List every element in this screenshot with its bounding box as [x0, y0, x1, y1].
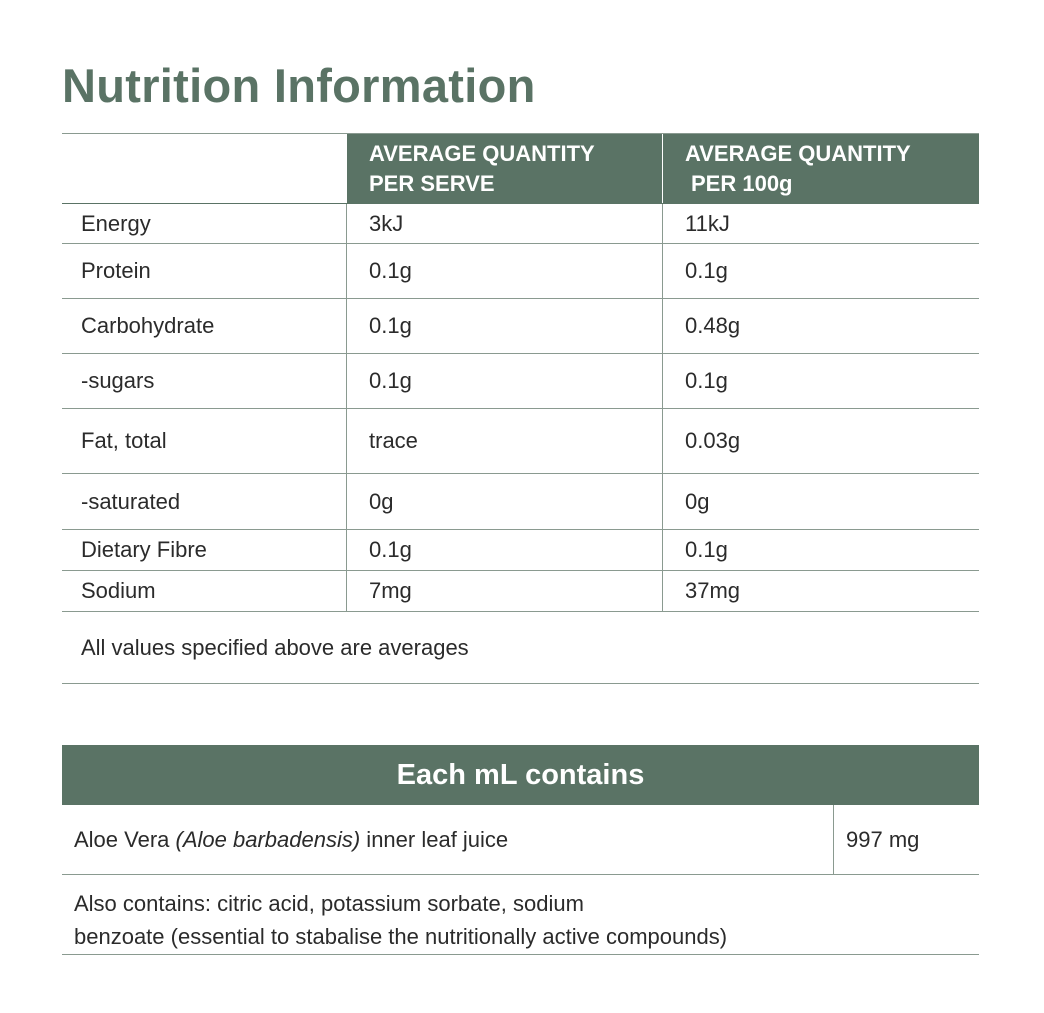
per-100g-value: 0.1g — [662, 244, 979, 298]
per-100g-value: 0.1g — [662, 354, 979, 408]
per-100g-value: 11kJ — [662, 204, 979, 243]
header-per-100g-line1: AVERAGE QUANTITY — [685, 140, 911, 166]
nutrient-label: -sugars — [81, 368, 155, 393]
table-row: Dietary Fibre 0.1g 0.1g — [62, 530, 979, 571]
table-row: Carbohydrate 0.1g 0.48g — [62, 299, 979, 354]
table-row: Fat, total trace 0.03g — [62, 409, 979, 474]
header-per-serve: AVERAGE QUANTITY PER SERVE — [346, 134, 662, 203]
nutrition-table: AVERAGE QUANTITY PER SERVE AVERAGE QUANT… — [62, 133, 979, 684]
table-row: Energy 3kJ 11kJ — [62, 204, 979, 244]
also-contains: Also contains: citric acid, potassium so… — [62, 875, 979, 955]
also-contains-line1: Also contains: citric acid, potassium so… — [74, 891, 584, 916]
per-serve-value: trace — [346, 409, 662, 473]
table-row: Sodium 7mg 37mg — [62, 571, 979, 612]
nutrient-label: Fat, total — [81, 428, 167, 453]
header-per-serve-line1: AVERAGE QUANTITY — [369, 140, 595, 166]
per-serve-value: 7mg — [346, 571, 662, 611]
ingredient-name-suffix: inner leaf juice — [360, 826, 509, 852]
per-serve-value: 0.1g — [346, 354, 662, 408]
ingredient-row: Aloe Vera (Aloe barbadensis) inner leaf … — [62, 805, 979, 875]
table-row: Protein 0.1g 0.1g — [62, 244, 979, 299]
per-serve-value: 0.1g — [346, 299, 662, 353]
nutrient-label: Carbohydrate — [81, 313, 215, 338]
per-100g-value: 0g — [662, 474, 979, 529]
averages-footnote: All values specified above are averages — [62, 612, 979, 684]
ingredient-name: Aloe Vera (Aloe barbadensis) inner leaf … — [74, 805, 508, 874]
header-per-100g-line2: PER 100g — [691, 170, 793, 196]
per-serve-value: 0.1g — [346, 530, 662, 570]
nutrition-table-header: AVERAGE QUANTITY PER SERVE AVERAGE QUANT… — [62, 133, 979, 204]
nutrient-label: Sodium — [81, 578, 156, 603]
ingredients-header: Each mL contains — [62, 745, 979, 805]
per-serve-value: 3kJ — [346, 204, 662, 243]
header-empty-cell — [62, 134, 346, 203]
table-row: -saturated 0g 0g — [62, 474, 979, 530]
table-row: -sugars 0.1g 0.1g — [62, 354, 979, 409]
per-100g-value: 0.48g — [662, 299, 979, 353]
per-100g-value: 37mg — [662, 571, 979, 611]
nutrient-label: Dietary Fibre — [81, 537, 207, 562]
per-serve-value: 0g — [346, 474, 662, 529]
nutrient-label: Energy — [81, 210, 151, 236]
per-serve-value: 0.1g — [346, 244, 662, 298]
header-per-serve-line2: PER SERVE — [369, 170, 495, 196]
per-100g-value: 0.1g — [662, 530, 979, 570]
ingredient-amount: 997 mg — [833, 805, 979, 874]
per-100g-value: 0.03g — [662, 409, 979, 473]
ingredient-name-prefix: Aloe Vera — [74, 826, 176, 852]
ingredients-table: Each mL contains Aloe Vera (Aloe barbade… — [62, 745, 979, 955]
also-contains-line2: benzoate (essential to stabalise the nut… — [74, 924, 728, 949]
nutrient-label: -saturated — [81, 488, 181, 514]
page-title: Nutrition Information — [62, 59, 536, 112]
nutrient-label: Protein — [81, 258, 151, 283]
ingredient-botanical-name: (Aloe barbadensis) — [175, 826, 361, 852]
header-per-100g: AVERAGE QUANTITY PER 100g — [662, 134, 979, 203]
